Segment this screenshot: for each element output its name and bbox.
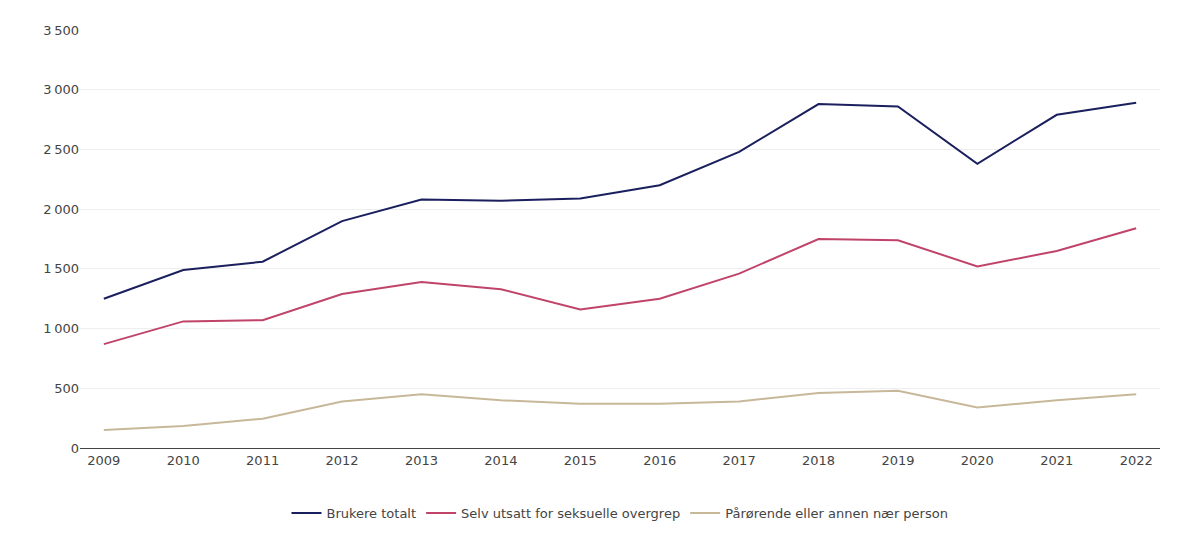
svg-text:2014: 2014 [484,453,517,468]
svg-text:2021: 2021 [1040,453,1073,468]
svg-text:2010: 2010 [167,453,200,468]
svg-text:1 500: 1 500 [43,261,79,276]
svg-text:Brukere totalt: Brukere totalt [327,506,417,521]
svg-text:2016: 2016 [643,453,676,468]
svg-text:2020: 2020 [961,453,994,468]
svg-text:2011: 2011 [246,453,279,468]
svg-text:1 000: 1 000 [43,321,79,336]
svg-text:2017: 2017 [723,453,756,468]
svg-text:2019: 2019 [881,453,914,468]
svg-text:2009: 2009 [87,453,120,468]
svg-text:2015: 2015 [564,453,597,468]
svg-text:2 500: 2 500 [43,142,79,157]
svg-text:2 000: 2 000 [43,202,79,217]
svg-text:Pårørende eller annen nær pers: Pårørende eller annen nær person [725,506,948,521]
svg-text:0: 0 [71,441,79,456]
svg-text:3 000: 3 000 [43,82,79,97]
svg-text:Selv utsatt for seksuelle over: Selv utsatt for seksuelle overgrep [461,506,680,521]
svg-text:2012: 2012 [326,453,359,468]
svg-text:3 500: 3 500 [43,23,79,38]
svg-text:2022: 2022 [1120,453,1153,468]
svg-text:500: 500 [54,381,79,396]
svg-text:2013: 2013 [405,453,438,468]
svg-text:2018: 2018 [802,453,835,468]
